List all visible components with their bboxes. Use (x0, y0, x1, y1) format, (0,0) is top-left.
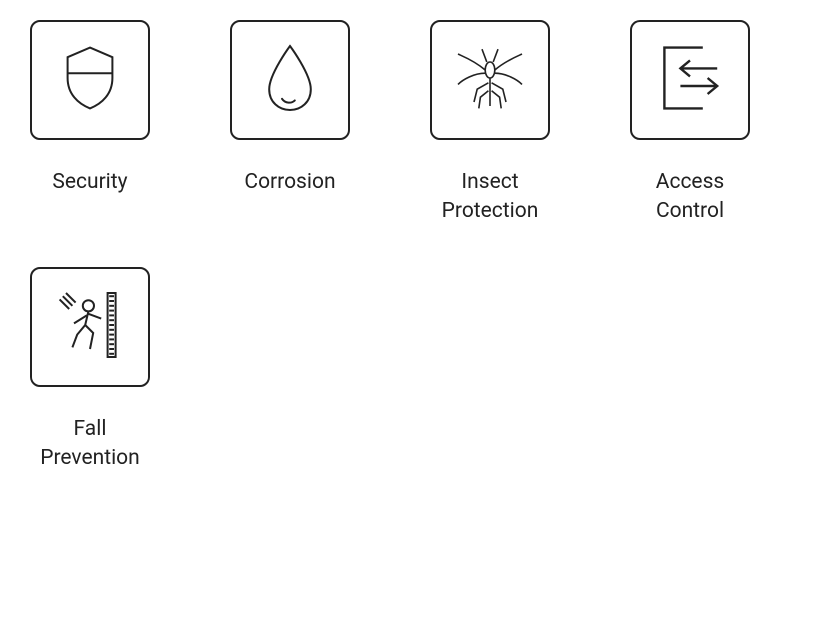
category-access-control[interactable]: Access Control (620, 20, 760, 227)
icon-box (30, 20, 150, 140)
icon-box (430, 20, 550, 140)
access-control-icon (650, 38, 730, 122)
icon-box (630, 20, 750, 140)
icon-box (30, 267, 150, 387)
fall-prevention-icon (50, 285, 130, 369)
shield-icon (50, 38, 130, 122)
category-grid: Security Corrosion (20, 20, 812, 474)
category-security[interactable]: Security (20, 20, 160, 227)
category-fall-prevention[interactable]: Fall Prevention (20, 267, 160, 474)
mosquito-icon (450, 38, 530, 122)
category-corrosion[interactable]: Corrosion (220, 20, 360, 227)
category-label: Corrosion (244, 168, 335, 197)
icon-box (230, 20, 350, 140)
category-label: Fall Prevention (40, 415, 140, 474)
category-label: Security (52, 168, 127, 197)
category-label: Access Control (656, 168, 725, 227)
droplet-icon (250, 38, 330, 122)
category-label: Insect Protection (442, 168, 539, 227)
category-insect[interactable]: Insect Protection (420, 20, 560, 227)
